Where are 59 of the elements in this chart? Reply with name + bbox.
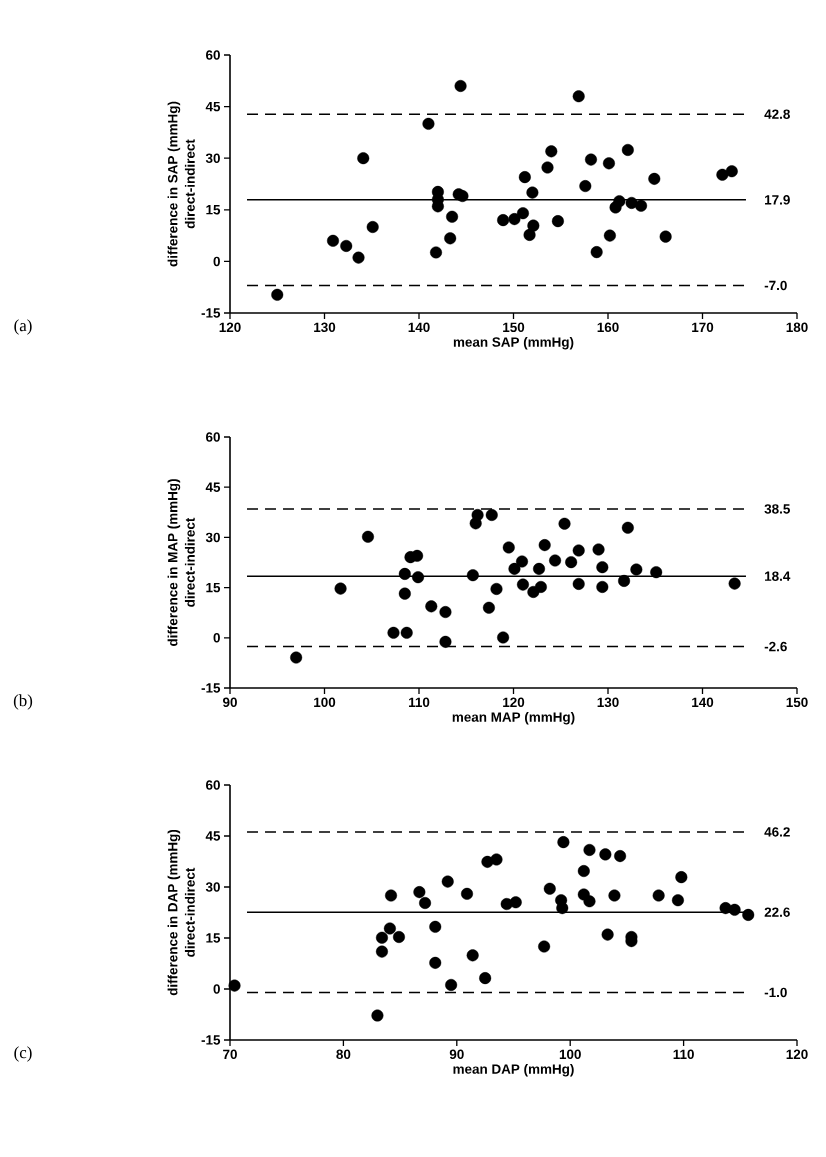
y-tick-label: -15 [201,1035,221,1045]
x-tick-label: 150 [786,697,808,708]
x-tick-label: 140 [408,322,430,333]
ref-line-label: 38.5 [764,504,790,514]
x-tick-label: 70 [223,1049,237,1060]
y-axis-title: difference in MAP (mmHg) [167,479,181,647]
y-tick-label: 0 [213,984,220,994]
y-tick-label: 60 [206,432,220,442]
y-tick-label: 60 [206,780,220,790]
x-tick-label: 130 [314,322,336,333]
text: (b) [13,694,33,710]
x-tick-label: 140 [692,697,714,708]
x-axis-title: mean MAP (mmHg) [452,711,575,725]
x-tick-label: 100 [559,1049,581,1060]
x-tick-label: 110 [408,697,430,708]
y-axis-title: difference in SAP (mmHg) [167,101,181,267]
x-tick-label: 90 [222,697,237,708]
ref-line-label: -7.0 [764,280,787,291]
ref-line-label: 22.6 [764,907,790,917]
y-tick-label: 30 [205,882,220,892]
y-tick-label: -15 [201,683,221,693]
y-axis-title: difference in DAP (mmHg) [167,829,181,996]
y-tick-label: -15 [201,308,221,318]
x-tick-label: 80 [336,1049,351,1060]
ref-line-label: 42.8 [764,109,790,119]
y-tick-label: 60 [206,50,220,60]
y-tick-label: 30 [205,532,220,543]
y-tick-label: 15 [206,582,221,593]
text: (a) [14,319,32,335]
y-tick-label: 15 [206,205,221,215]
x-tick-label: 120 [503,697,525,708]
y-tick-label: 0 [213,256,220,267]
x-tick-label: 120 [219,322,241,333]
x-tick-label: 170 [692,322,714,333]
y-tick-label: 45 [205,101,221,112]
y-tick-label: 45 [205,831,221,841]
ref-line-label: 18.4 [765,571,791,581]
text: (c) [14,1046,32,1062]
x-tick-label: 180 [786,322,808,333]
y-tick-label: 30 [205,153,220,163]
x-tick-label: 90 [449,1049,464,1060]
x-tick-label: 120 [786,1049,808,1060]
y-tick-label: 45 [205,482,221,492]
x-tick-label: 150 [503,322,525,333]
x-tick-label: 130 [597,697,619,708]
x-tick-label: 160 [597,322,619,333]
x-tick-label: 100 [314,697,336,708]
text: direct-indirect [184,867,195,957]
text: direct-indirect [184,139,195,229]
y-tick-label: 15 [206,933,221,943]
ref-line-label: 17.9 [765,195,790,205]
x-tick-label: 110 [673,1049,694,1060]
ref-line-label: -2.6 [764,641,787,652]
ref-line-label: 46.2 [764,827,790,837]
x-axis-title: mean SAP (mmHg) [453,336,574,350]
y-tick-label: 0 [213,633,220,643]
x-axis-title: mean DAP (mmHg) [453,1063,574,1077]
ref-line-label: -1.0 [764,987,787,998]
text: direct-indirect [184,517,195,607]
